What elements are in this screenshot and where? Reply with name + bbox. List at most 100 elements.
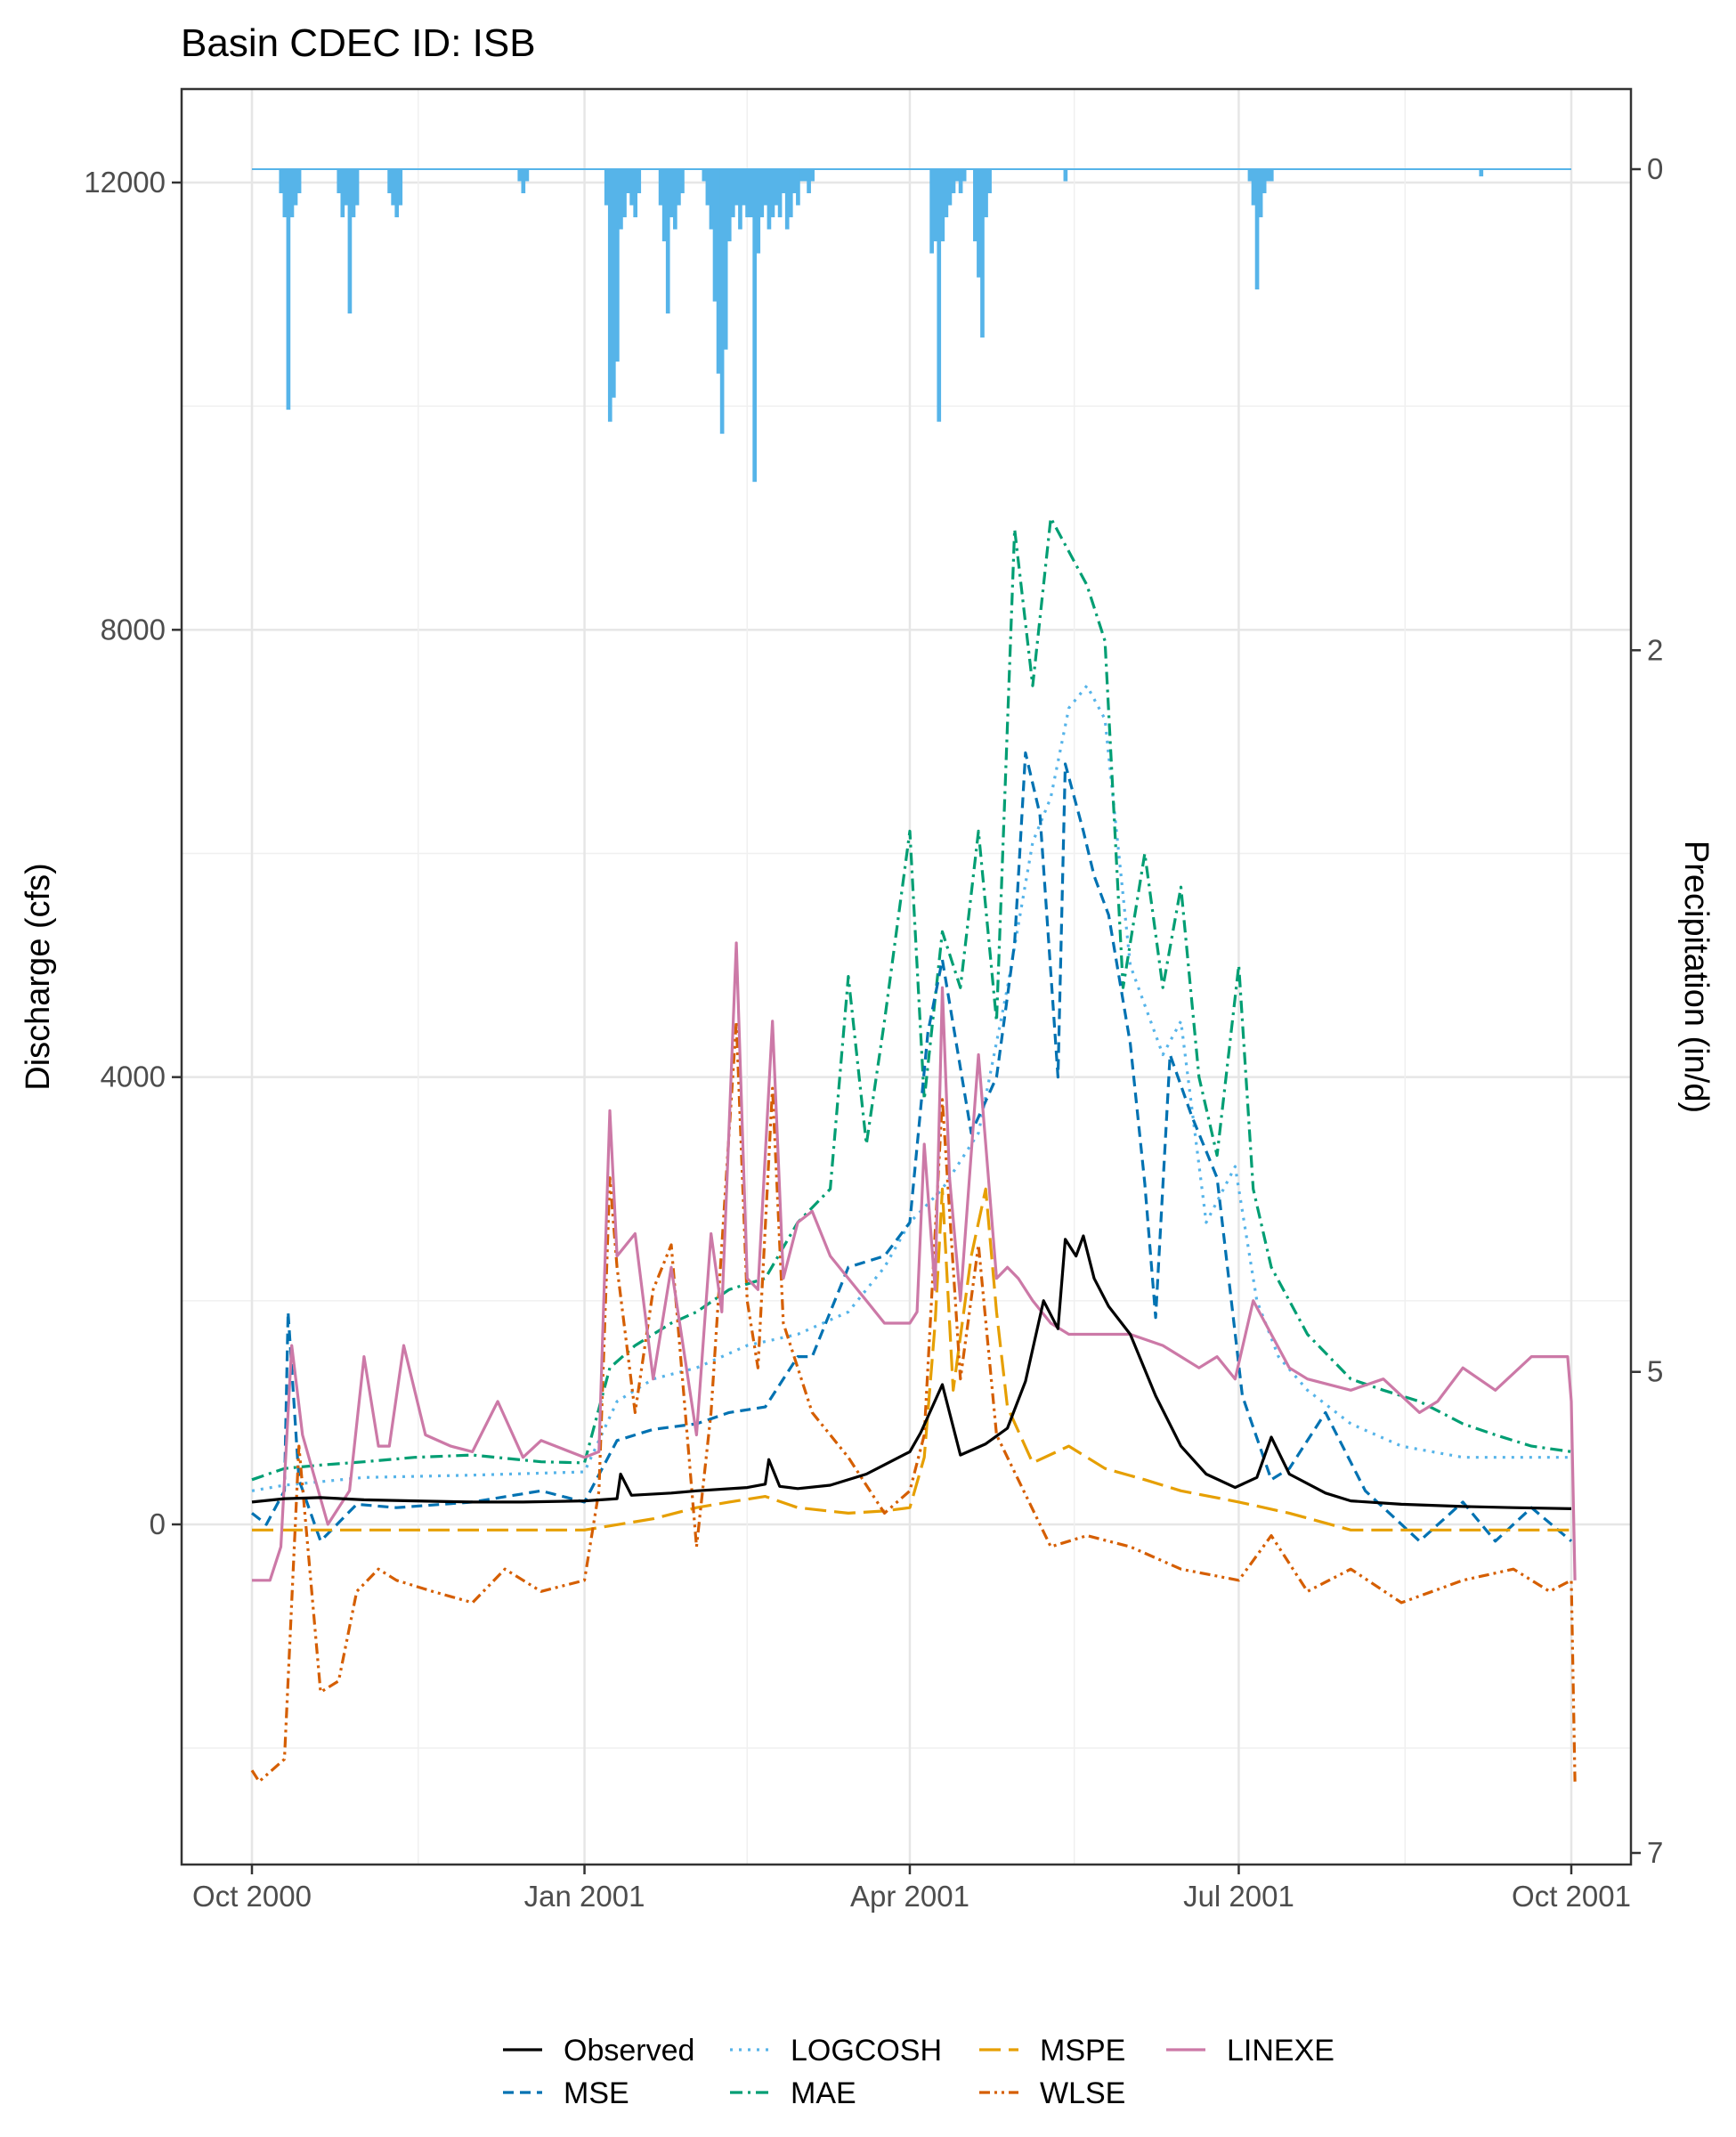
precipitation-bar [1247, 169, 1253, 182]
precipitation-bar [347, 169, 353, 314]
series-line-logcosh [251, 684, 1571, 1492]
precipitation-bar [1063, 169, 1068, 182]
precipitation-bar [398, 169, 403, 206]
x-tick-label: Oct 2001 [1512, 1880, 1631, 1913]
precipitation-bar [607, 169, 612, 422]
x-tick-label: Oct 2000 [192, 1880, 312, 1913]
y2-tick-label: 2 [1647, 633, 1663, 666]
legend-label-linexe: LINEXE [1227, 2034, 1334, 2068]
precipitation-bar [673, 169, 677, 230]
plot-panel [182, 89, 1631, 1865]
precipitation-bar [296, 169, 302, 194]
precipitation-bar [351, 169, 356, 218]
precipitation-bar [677, 169, 681, 206]
precipitation-bar [521, 169, 526, 194]
precipitation-bar [937, 169, 942, 422]
precipitation-bar [799, 169, 804, 182]
precipitation-bar [777, 169, 783, 218]
precipitation-bar [1269, 169, 1274, 182]
precipitation-bar [658, 169, 663, 206]
series-line-mspe [252, 1187, 1571, 1532]
precipitation-bar [712, 169, 718, 302]
precipitation-bar [961, 169, 967, 182]
precipitation-bar [977, 169, 981, 278]
y2-tick-label: 7 [1647, 1836, 1663, 1869]
precipitation-bar [1251, 169, 1256, 206]
precipitation-bar [933, 169, 938, 242]
precipitation-bar [604, 169, 609, 206]
precipitation-bar [781, 169, 786, 194]
precipitation-bar [803, 169, 807, 182]
precipitation-bar [615, 169, 620, 362]
precipitation-bar [749, 169, 753, 218]
precipitation-bar [810, 169, 815, 182]
legend-label-mspe: MSPE [1040, 2034, 1125, 2068]
precipitation-bar [792, 169, 797, 194]
precipitation-bar [1479, 169, 1484, 177]
y-tick-label: 4000 [101, 1060, 166, 1093]
precipitation-bar [730, 169, 735, 218]
precipitation-bar [524, 169, 530, 182]
chart-title: Basin CDEC ID: ISB [181, 21, 536, 65]
precipitation-bar [951, 169, 956, 194]
precipitation-bar [282, 169, 288, 218]
precipitation-bar [723, 169, 728, 350]
precipitation-bar [958, 169, 963, 194]
precipitation-bars [252, 168, 1571, 483]
legend-label-mae: MAE [791, 2076, 856, 2110]
series-line-observed [251, 1234, 1572, 1510]
precipitation-bar [774, 169, 779, 206]
precipitation-bar [626, 169, 630, 194]
precipitation-bar [1261, 169, 1267, 194]
precipitation-bar [354, 169, 360, 206]
series-line-wlse [250, 1020, 1577, 1784]
x-tick-label: Apr 2001 [850, 1880, 969, 1913]
y-tick-label: 12000 [84, 166, 166, 199]
y-tick-label: 0 [150, 1507, 166, 1540]
x-tick-label: Jul 2001 [1183, 1880, 1294, 1913]
precipitation-bar [611, 169, 616, 398]
precipitation-bar [702, 169, 707, 182]
precipitation-bar [293, 169, 298, 206]
precipitation-bar [279, 169, 284, 194]
precipitation-bar [1258, 169, 1263, 218]
y2-axis-title: Precipitation (in/d) [1677, 841, 1715, 1113]
precipitation-bar [763, 169, 768, 206]
series-line-linexe [252, 941, 1577, 1582]
y-tick-label: 8000 [101, 613, 166, 646]
grid [182, 89, 1631, 1865]
y2-tick-label: 0 [1647, 152, 1663, 185]
precipitation-bar [1265, 169, 1270, 182]
precipitation-bar [394, 169, 400, 218]
precipitation-bar [633, 169, 638, 218]
precipitation-bar [340, 169, 345, 218]
precipitation-bar [622, 169, 627, 218]
precipitation-bar [680, 169, 685, 194]
precipitation-bar [734, 169, 739, 206]
precipitation-bar [705, 169, 710, 206]
precipitation-bar [759, 169, 765, 218]
precipitation-bar [745, 169, 750, 218]
legend: Observed MSE LOGCOSH MAE MSPE WLSE LINEXE [503, 2034, 1334, 2110]
precipitation-bar [716, 169, 721, 374]
precipitation-bar [807, 169, 811, 194]
precipitation-bar [391, 169, 395, 206]
precipitation-bar [738, 169, 742, 230]
precipitation-bar [665, 169, 670, 314]
precipitation-bar [784, 169, 790, 230]
precipitation-bar [726, 169, 732, 242]
precipitation-bar [987, 169, 992, 194]
precipitation-bar [984, 169, 988, 218]
precipitation-bar [788, 169, 793, 218]
precipitation-bar [980, 169, 985, 338]
precipitation-bar [637, 169, 642, 194]
precipitation-bar [973, 169, 978, 242]
legend-label-logcosh: LOGCOSH [791, 2034, 942, 2068]
precipitation-bar [742, 169, 746, 206]
precipitation-bar [709, 169, 714, 230]
precipitation-bar [944, 169, 949, 218]
series-lines [250, 516, 1577, 1784]
plot-border [180, 87, 1633, 1866]
x-tick-label: Jan 2001 [524, 1880, 645, 1913]
